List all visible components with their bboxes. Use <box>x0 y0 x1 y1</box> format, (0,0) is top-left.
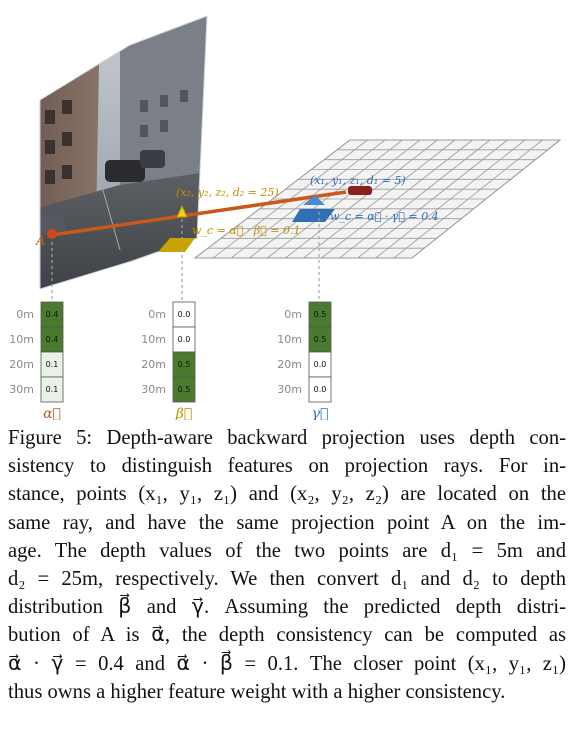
depth-label: 30m <box>141 383 166 396</box>
depth-label: 10m <box>141 333 166 346</box>
depth-label: 30m <box>277 383 302 396</box>
distribution-value: 0.1 <box>46 385 59 394</box>
distribution-value: 0.0 <box>178 310 191 319</box>
projection-ray <box>51 190 347 237</box>
distribution-symbol: α⃗ <box>43 406 61 420</box>
car-icon <box>348 186 372 195</box>
weight-gamma-label: w_c = α⃗ · γ⃗ = 0.4 <box>330 210 439 223</box>
depth-label: 0m <box>284 308 302 321</box>
point-a-label: A <box>35 234 45 249</box>
camera-image <box>40 16 207 289</box>
weight-beta-label: w_c = α⃗ · β⃗ = 0.1 <box>192 224 300 237</box>
depth-label: 0m <box>148 308 166 321</box>
depth-label: 10m <box>9 333 34 346</box>
figure-caption: Figure 5: Depth-aware backward projectio… <box>8 424 566 706</box>
distribution-value: 0.0 <box>178 335 191 344</box>
depth-label: 20m <box>277 358 302 371</box>
point2-footprint <box>158 238 195 252</box>
distribution-value: 0.4 <box>46 310 59 319</box>
depth-label: 20m <box>9 358 34 371</box>
caption-line: sistency to distinguish features on proj… <box>8 455 566 478</box>
grid-line <box>393 139 543 259</box>
point2-label: (x₂, y₂, z₂, d₂ = 25) <box>176 186 279 199</box>
point1-marker <box>303 195 325 205</box>
depth-label: 0m <box>16 308 34 321</box>
distribution-value: 0.0 <box>314 385 327 394</box>
caption-line: stance, points (x₁, y₁, z₁) and (x₂, y₂,… <box>8 483 566 506</box>
caption-line: Figure 5: Depth-aware backward projectio… <box>8 427 566 449</box>
distribution-symbol: γ⃗ <box>312 406 329 420</box>
distribution-symbol: β⃗ <box>175 406 193 420</box>
distribution-value: 0.5 <box>314 310 327 319</box>
grid-line <box>411 139 561 259</box>
point1-label: (x₁, y₁, z₁, d₁ = 5) <box>310 174 406 187</box>
distribution-value: 0.5 <box>178 360 191 369</box>
caption-line: α⃗ · γ⃗ = 0.4 and α⃗ · β⃗ = 0.1. The clo… <box>8 652 566 675</box>
depth-label: 30m <box>9 383 34 396</box>
caption-line: same ray, and have the same projection p… <box>8 511 566 534</box>
distribution-value: 0.4 <box>46 335 59 344</box>
depth-label: 10m <box>277 333 302 346</box>
point1-footprint <box>292 209 335 222</box>
distribution-value: 0.5 <box>314 335 327 344</box>
figure-diagram: A (x₂, y₂, z₂, d₂ = 25) w_c = α⃗ · β⃗ = … <box>9 15 562 420</box>
distribution-cell <box>172 376 196 403</box>
point-a-marker <box>47 229 57 239</box>
caption-line: thus owns a higher feature weight with a… <box>8 680 506 703</box>
caption-line: age. The depth values of the two points … <box>8 539 566 562</box>
distribution-value: 0.5 <box>178 385 191 394</box>
caption-line: distribution β⃗ and γ⃗. Assuming the pre… <box>8 596 566 619</box>
distribution-cell <box>308 376 332 403</box>
depth-label: 20m <box>141 358 166 371</box>
distribution-cell <box>40 376 64 403</box>
bev-grid <box>193 139 562 259</box>
depth-distributions: 0m 0.4 10m 0.4 20m 0.1 30m 0.1 α⃗ 0m 0.0 10m 0.0 20m 0… <box>9 301 332 420</box>
point2-marker <box>176 204 188 218</box>
distribution-value: 0.0 <box>314 360 327 369</box>
caption-line: bution of A is α⃗, the depth consistency… <box>8 624 566 647</box>
caption-line: d₂ = 25m, respectively. We then convert … <box>8 568 566 591</box>
distribution-value: 0.1 <box>46 360 59 369</box>
